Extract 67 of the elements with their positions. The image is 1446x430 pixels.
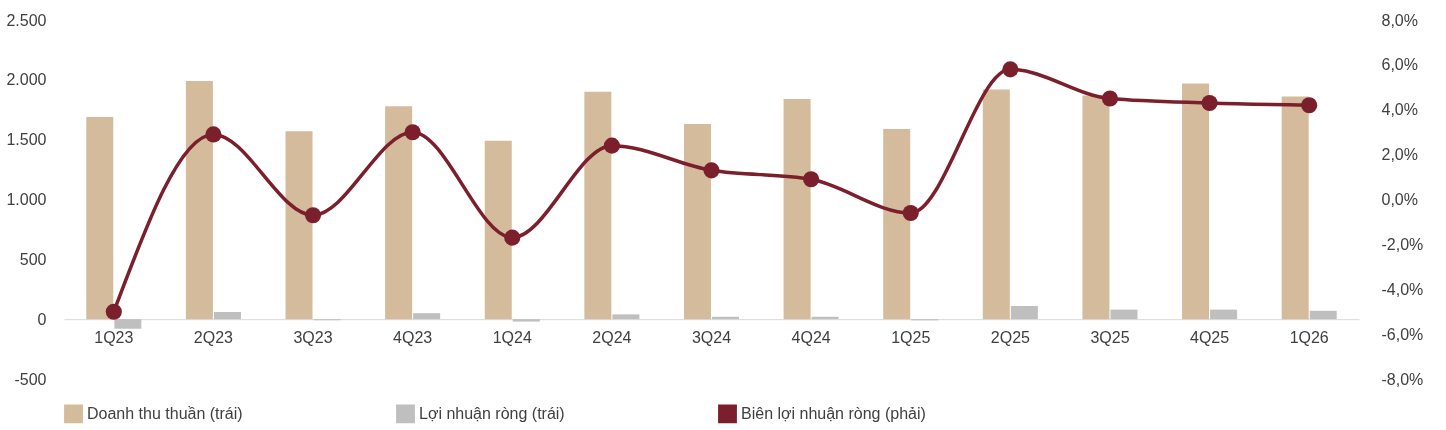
bar (213, 311, 241, 320)
y2-tick-label: 4,0% (1381, 101, 1418, 119)
point (205, 126, 222, 143)
bar (883, 128, 911, 320)
bar (185, 81, 213, 320)
bar (584, 91, 612, 320)
x-tick-label: 3Q24 (691, 328, 732, 346)
x-tick-label: 4Q23 (393, 328, 433, 346)
x-tick-label: 1Q24 (492, 328, 532, 346)
bar (1110, 309, 1138, 320)
point (105, 303, 122, 320)
bar (1309, 310, 1337, 320)
x-tick-label: 1Q23 (94, 328, 134, 346)
y-tick-label: -500 (14, 370, 47, 388)
bar (484, 140, 512, 320)
x-tick-label: 4Q24 (791, 328, 831, 346)
x-tick-label: 3Q25 (1090, 328, 1130, 346)
point (1002, 61, 1019, 78)
x-tick-label: 3Q23 (293, 328, 333, 346)
y2-tick-label: -8,0% (1381, 370, 1424, 388)
point (1301, 97, 1318, 114)
y-tick-label: 500 (19, 250, 47, 268)
point (1201, 94, 1218, 112)
point (902, 204, 919, 222)
legend-label: Lợi nhuận ròng (trái) (419, 404, 565, 422)
point (803, 171, 820, 188)
y2-tick-label: 8,0% (1381, 11, 1418, 29)
bar (612, 314, 640, 320)
point (1101, 90, 1119, 107)
y2-tick-label: -6,0% (1381, 325, 1424, 343)
point (404, 124, 421, 141)
y-tick-label: 1.500 (6, 131, 47, 149)
bar (1082, 95, 1110, 320)
x-tick-label: 4Q25 (1190, 328, 1230, 346)
bar (1281, 96, 1309, 320)
y2-tick-label: -2,0% (1381, 235, 1424, 253)
legend-label: Doanh thu thuần (trái) (87, 404, 243, 422)
bar (385, 106, 413, 320)
bar (1182, 83, 1210, 320)
bar (683, 124, 711, 320)
y-tick-label: 0 (37, 310, 47, 328)
point (703, 162, 720, 179)
bar (285, 131, 313, 320)
x-tick-label: 2Q23 (193, 328, 234, 346)
bar (512, 319, 540, 322)
x-tick-label: 2Q24 (592, 328, 632, 346)
bar (114, 319, 142, 329)
bar (1010, 306, 1038, 320)
bar (982, 89, 1010, 320)
x-tick-label: 2Q25 (990, 328, 1031, 346)
y2-tick-label: 0,0% (1381, 191, 1418, 208)
point (504, 229, 521, 246)
bar (783, 98, 811, 320)
y2-tick-label: 2,0% (1381, 146, 1418, 164)
point (603, 137, 620, 154)
y2-tick-label: 6,0% (1381, 56, 1418, 74)
bar (1210, 309, 1238, 320)
bar (86, 116, 114, 320)
y-tick-label: 2.000 (6, 71, 47, 89)
y-tick-label: 1.000 (6, 191, 47, 208)
bar (413, 313, 441, 320)
point (304, 207, 322, 224)
x-tick-label: 1Q26 (1289, 328, 1329, 346)
x-tick-label: 1Q25 (891, 328, 931, 346)
y2-tick-label: -4,0% (1381, 280, 1424, 298)
y-tick-label: 2.500 (6, 11, 47, 29)
legend-label: Biên lợi nhuận ròng (phải) (741, 404, 926, 422)
